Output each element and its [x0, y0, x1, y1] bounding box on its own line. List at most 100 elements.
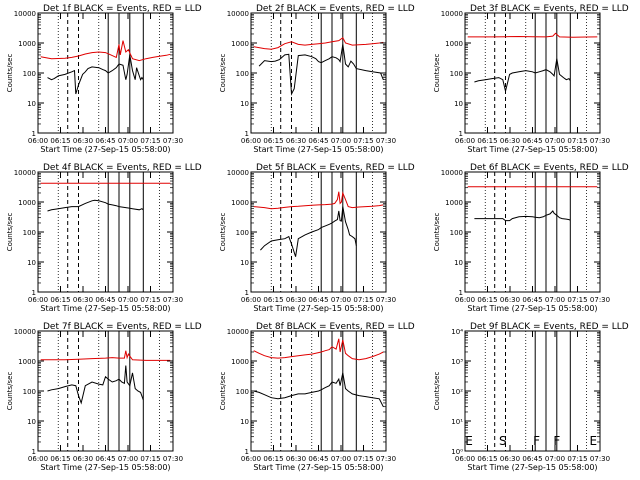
- y-tick-label: 10: [454, 259, 463, 267]
- x-tick-label: 06:15: [263, 455, 283, 463]
- y-axis-label: Counts/sec: [433, 54, 441, 93]
- y-tick-label: 10: [240, 100, 249, 108]
- events-series-line: [260, 206, 357, 257]
- x-tick-label: 07:15: [140, 455, 160, 463]
- x-tick-label: 07:00: [118, 455, 138, 463]
- panel-title: Det 4f BLACK = Events, RED = LLD: [43, 163, 202, 173]
- x-tick-label: 07:00: [545, 296, 565, 304]
- x-tick-label: 06:30: [500, 296, 520, 304]
- events-series-line: [474, 58, 571, 92]
- y-tick-label: 10: [240, 259, 249, 267]
- panel-det-3f: Det 3f BLACK = Events, RED = LLD 1 10 100 10…: [433, 4, 629, 154]
- y-tick-label: 10²: [451, 388, 463, 396]
- x-tick-label: 06:00: [241, 296, 261, 304]
- x-tick-label: 06:45: [308, 137, 328, 145]
- panel-det-4f: Det 4f BLACK = Events, RED = LLD 1 10 100 10…: [6, 163, 202, 313]
- panel-title: Det 6f BLACK = Events, RED = LLD: [470, 163, 629, 173]
- x-tick-label: 07:00: [118, 296, 138, 304]
- y-tick-label: 1: [459, 130, 463, 138]
- x-tick-label: 06:30: [500, 455, 520, 463]
- x-axis-label: Start Time (27-Sep-15 05:58:00): [253, 304, 383, 313]
- lld-series-line: [467, 32, 598, 38]
- x-tick-label: 06:15: [477, 296, 497, 304]
- event-marker-label: E: [465, 434, 473, 448]
- x-tick-label: 07:00: [331, 455, 351, 463]
- x-tick-label: 06:00: [28, 296, 48, 304]
- x-tick-label: 06:00: [241, 137, 261, 145]
- x-tick-label: 06:15: [50, 455, 70, 463]
- x-tick-label: 07:00: [331, 137, 351, 145]
- panel-title: Det 8f BLACK = Events, RED = LLD: [256, 322, 415, 332]
- events-series-line: [253, 372, 384, 407]
- panel-det-8f: Det 8f BLACK = Events, RED = LLD 1 10 100 10…: [219, 322, 415, 472]
- y-tick-label: 10000: [227, 169, 249, 177]
- x-tick-label: 07:30: [163, 455, 183, 463]
- y-tick-label: 10: [27, 259, 36, 267]
- y-tick-label: 10000: [227, 328, 249, 336]
- y-tick-label: 1: [32, 289, 36, 297]
- panel-det-1f: Det 1f BLACK = Events, RED = LLD 1 10 100 10…: [6, 4, 202, 154]
- y-tick-label: 1: [32, 448, 36, 456]
- x-axis-label: Start Time (27-Sep-15 05:58:00): [40, 463, 170, 472]
- lld-series-line: [253, 191, 384, 210]
- x-tick-label: 07:00: [545, 137, 565, 145]
- y-tick-label: 1: [459, 289, 463, 297]
- y-tick-label: 10: [27, 418, 36, 426]
- lld-series-line: [40, 350, 171, 361]
- event-marker-label: F: [533, 434, 540, 448]
- events-series-line: [47, 199, 144, 212]
- y-axis-label: Counts/sec: [6, 213, 14, 252]
- x-tick-label: 07:30: [163, 137, 183, 145]
- panel-det-2f: Det 2f BLACK = Events, RED = LLD 1 10 100 10…: [219, 4, 415, 154]
- panel-title: Det 2f BLACK = Events, RED = LLD: [256, 4, 415, 14]
- x-tick-label: 07:15: [140, 296, 160, 304]
- y-tick-label: 1000: [18, 358, 36, 366]
- x-tick-label: 06:15: [263, 296, 283, 304]
- x-tick-label: 06:00: [241, 455, 261, 463]
- y-tick-label: 1000: [231, 199, 249, 207]
- x-axis-label: Start Time (27-Sep-15 05:58:00): [253, 463, 383, 472]
- x-tick-label: 06:30: [73, 137, 93, 145]
- x-axis-label: Start Time (27-Sep-15 05:58:00): [467, 304, 597, 313]
- x-tick-label: 07:15: [353, 137, 373, 145]
- x-tick-label: 06:15: [263, 137, 283, 145]
- y-tick-label: 1: [245, 448, 249, 456]
- x-tick-label: 06:30: [500, 137, 520, 145]
- lld-series-line: [253, 338, 384, 361]
- y-tick-label: 100: [23, 229, 36, 237]
- x-tick-label: 06:00: [28, 137, 48, 145]
- panel-title: Det 7f BLACK = Events, RED = LLD: [43, 322, 202, 332]
- x-tick-label: 06:00: [455, 296, 475, 304]
- x-tick-label: 06:00: [28, 455, 48, 463]
- x-tick-label: 07:30: [163, 296, 183, 304]
- x-tick-label: 06:15: [50, 296, 70, 304]
- y-tick-label: 10000: [227, 10, 249, 18]
- x-tick-label: 06:30: [73, 296, 93, 304]
- y-tick-label: 10⁴: [451, 328, 463, 336]
- y-tick-label: 10000: [441, 169, 463, 177]
- x-tick-label: 06:45: [308, 455, 328, 463]
- x-tick-label: 07:15: [567, 137, 587, 145]
- y-tick-label: 1000: [231, 358, 249, 366]
- x-tick-label: 06:30: [286, 296, 306, 304]
- lld-series-line: [40, 40, 171, 62]
- x-axis-label: Start Time (27-Sep-15 05:58:00): [253, 145, 383, 154]
- x-tick-label: 06:30: [286, 137, 306, 145]
- panel-title: Det 3f BLACK = Events, RED = LLD: [470, 4, 629, 14]
- y-tick-label: 100: [236, 229, 249, 237]
- x-tick-label: 06:15: [50, 137, 70, 145]
- y-tick-label: 100: [450, 229, 463, 237]
- y-tick-label: 100: [236, 388, 249, 396]
- y-tick-label: 1000: [231, 40, 249, 48]
- y-tick-label: 1: [245, 130, 249, 138]
- y-axis-label: Counts/sec: [219, 213, 227, 252]
- y-tick-label: 10000: [441, 10, 463, 18]
- y-tick-label: 10000: [14, 10, 36, 18]
- x-tick-label: 07:30: [590, 296, 610, 304]
- x-tick-label: 07:00: [545, 455, 565, 463]
- y-tick-label: 10: [240, 418, 249, 426]
- x-tick-label: 06:30: [286, 455, 306, 463]
- x-axis-label: Start Time (27-Sep-15 05:58:00): [40, 145, 170, 154]
- x-tick-label: 07:15: [567, 455, 587, 463]
